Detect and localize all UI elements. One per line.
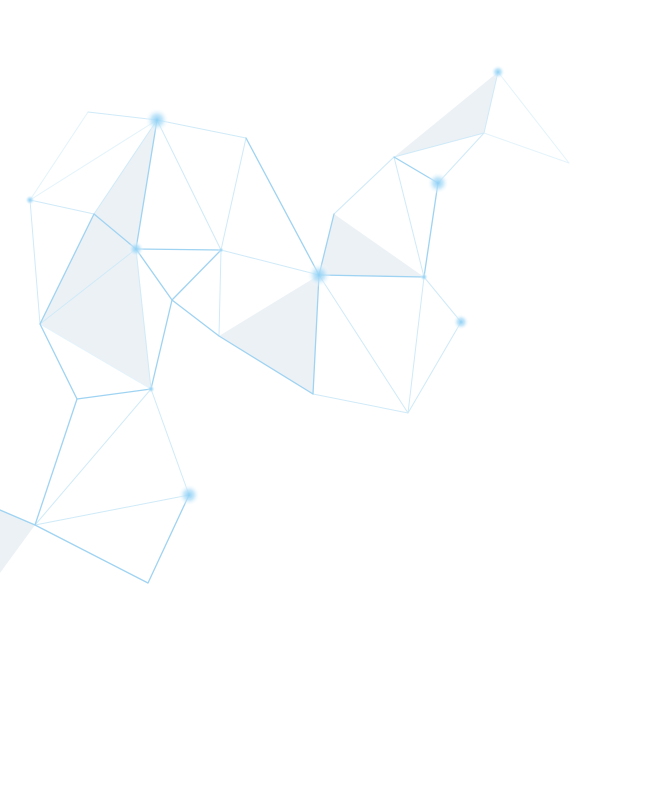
glowing-node: [427, 172, 449, 194]
network-edge: [423, 182, 439, 278]
network-edge: [29, 199, 95, 215]
network-edge: [483, 132, 570, 164]
glowing-node: [178, 484, 200, 506]
network-edge: [423, 276, 462, 323]
network-edge: [171, 299, 220, 337]
network-edge: [220, 249, 320, 276]
network-edge: [34, 388, 152, 526]
glowing-node: [491, 65, 505, 79]
network-edge: [150, 388, 190, 496]
network-edge: [39, 323, 152, 390]
glowing-node: [307, 263, 331, 287]
network-edge: [76, 388, 152, 400]
network-edge: [34, 524, 149, 584]
network-edge: [135, 248, 152, 390]
network-edge: [393, 132, 485, 158]
network-edge: [483, 71, 499, 134]
network-edge: [318, 274, 409, 414]
network-edge: [245, 137, 320, 276]
network-edge: [39, 248, 137, 325]
glowing-node: [218, 247, 224, 253]
network-edge: [135, 119, 158, 250]
network-edge: [135, 248, 222, 251]
network-edge: [150, 299, 173, 390]
network-edge: [34, 494, 190, 526]
glowing-node: [147, 385, 155, 393]
shaded-face: [319, 214, 424, 277]
glowing-node: [420, 273, 428, 281]
network-edge: [312, 274, 320, 395]
shaded-face: [0, 510, 35, 573]
network-edge: [29, 111, 89, 201]
network-edge: [147, 494, 190, 584]
network-edge: [333, 156, 395, 215]
network-edge: [218, 249, 222, 337]
glowing-node: [25, 195, 35, 205]
network-edge: [318, 274, 425, 278]
glowing-node: [128, 241, 144, 257]
network-edge: [39, 213, 95, 325]
shaded-faces: [0, 72, 498, 573]
glowing-node: [145, 108, 169, 132]
network-edge: [497, 71, 570, 164]
network-edge: [29, 119, 158, 201]
shaded-face: [219, 275, 319, 394]
network-edge: [135, 248, 173, 301]
network-edge: [220, 137, 247, 251]
network-nodes: [25, 65, 505, 506]
network-edge: [171, 249, 222, 301]
shaded-face: [394, 72, 498, 157]
network-edge: [93, 213, 137, 250]
network-edge: [393, 156, 425, 278]
network-edge: [34, 398, 78, 526]
network-edge: [156, 119, 222, 251]
shaded-face: [40, 214, 151, 389]
network-edge: [312, 393, 409, 414]
network-edge: [407, 321, 462, 414]
network-edge: [156, 119, 247, 139]
network-edge: [407, 276, 425, 414]
network-edge: [29, 199, 41, 325]
network-edge: [0, 509, 36, 526]
glowing-node: [453, 314, 469, 330]
network-edge: [437, 132, 485, 184]
network-edges: [0, 71, 570, 584]
network-edge: [39, 323, 78, 400]
network-edge: [218, 335, 314, 395]
network-edge: [93, 119, 158, 215]
